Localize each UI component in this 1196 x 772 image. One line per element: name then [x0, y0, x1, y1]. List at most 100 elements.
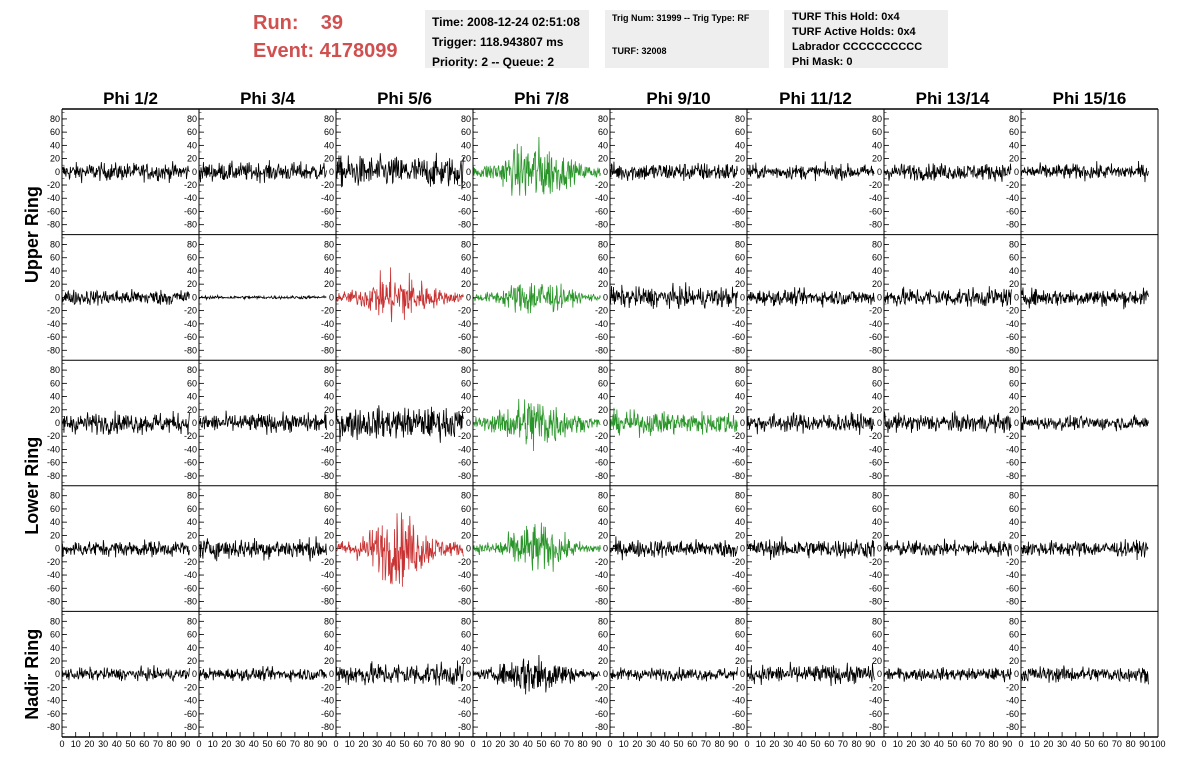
y-tick-label: -60 — [1006, 458, 1019, 468]
y-tick-label: 0 — [603, 167, 608, 177]
y-tick-label: 60 — [872, 504, 882, 514]
y-tick-label: 0 — [55, 167, 60, 177]
y-tick-label: -80 — [869, 596, 882, 606]
x-tick-label: 20 — [1043, 739, 1053, 749]
y-tick-label: -20 — [1006, 682, 1019, 692]
y-tick-label: 80 — [872, 616, 882, 626]
x-tick-label: 20 — [632, 739, 642, 749]
waveform-trace — [472, 655, 601, 695]
y-tick-label: 40 — [324, 392, 334, 402]
trig-num-text: Trig Num: 31999 -- Trig Type: RF — [612, 13, 750, 23]
y-tick-label: -80 — [184, 471, 197, 481]
x-tick-label: 80 — [715, 739, 725, 749]
y-tick-label: 60 — [1009, 630, 1019, 640]
y-tick-label: -20 — [1006, 180, 1019, 190]
y-tick-label: 0 — [192, 669, 197, 679]
y-tick-label: -60 — [184, 206, 197, 216]
y-tick-label: 80 — [598, 616, 608, 626]
y-tick-label: 40 — [461, 266, 471, 276]
y-tick-label: 0 — [740, 669, 745, 679]
x-tick-label: 20 — [84, 739, 94, 749]
y-tick-label: 40 — [872, 517, 882, 527]
y-tick-label: 60 — [598, 630, 608, 640]
y-tick-label: -20 — [595, 682, 608, 692]
x-tick-label: 40 — [523, 739, 533, 749]
y-tick-label: -80 — [184, 345, 197, 355]
y-tick-label: -60 — [458, 206, 471, 216]
y-tick-label: 0 — [1014, 292, 1019, 302]
x-tick-label: 50 — [673, 739, 683, 749]
x-tick-label: 90 — [591, 739, 601, 749]
y-tick-label: 20 — [735, 530, 745, 540]
y-tick-label: -60 — [47, 709, 60, 719]
x-tick-label: 30 — [372, 739, 382, 749]
y-tick-label: 80 — [187, 616, 197, 626]
waveform-trace — [746, 411, 875, 435]
waveform-trace — [1020, 414, 1149, 432]
x-tick-label: 30 — [646, 739, 656, 749]
y-tick-label: -60 — [458, 709, 471, 719]
waveform-trace — [61, 289, 190, 306]
y-tick-label: 60 — [461, 630, 471, 640]
x-tick-label: 0 — [333, 739, 338, 749]
y-tick-label: -40 — [732, 696, 745, 706]
y-tick-label: -20 — [595, 306, 608, 316]
y-tick-label: -40 — [869, 570, 882, 580]
y-tick-label: 20 — [461, 530, 471, 540]
y-tick-label: 40 — [50, 643, 60, 653]
y-tick-label: 0 — [329, 418, 334, 428]
waveform-trace — [883, 163, 1012, 182]
y-tick-label: -20 — [184, 306, 197, 316]
x-tick-label: 0 — [470, 739, 475, 749]
turf-info-box: TURF This Hold: 0x4 TURF Active Holds: 0… — [784, 10, 948, 68]
x-tick-label: 10 — [345, 739, 355, 749]
y-tick-label: 80 — [872, 114, 882, 124]
phi-column-label: Phi 3/4 — [240, 89, 295, 108]
priority-text: Priority: 2 -- Queue: 2 — [432, 55, 555, 69]
y-tick-label: -80 — [732, 722, 745, 732]
y-tick-label: 40 — [1009, 392, 1019, 402]
y-tick-label: 40 — [735, 140, 745, 150]
x-tick-label: 0 — [607, 739, 612, 749]
y-tick-label: 80 — [50, 616, 60, 626]
y-tick-label: -80 — [458, 722, 471, 732]
y-tick-label: -80 — [184, 220, 197, 230]
x-tick-label: 50 — [399, 739, 409, 749]
y-tick-label: -40 — [458, 319, 471, 329]
y-tick-label: 60 — [598, 504, 608, 514]
y-tick-label: -80 — [321, 345, 334, 355]
y-tick-label: -20 — [47, 682, 60, 692]
y-tick-label: 40 — [872, 643, 882, 653]
y-tick-label: -40 — [1006, 319, 1019, 329]
phi-column-label: Phi 9/10 — [646, 89, 710, 108]
y-tick-label: 60 — [187, 253, 197, 263]
y-tick-label: -60 — [47, 332, 60, 342]
y-tick-label: 80 — [1009, 616, 1019, 626]
y-tick-label: 20 — [187, 530, 197, 540]
waveform-trace — [1020, 539, 1149, 561]
y-tick-label: 0 — [877, 418, 882, 428]
phi-column-label: Phi 1/2 — [103, 89, 158, 108]
y-tick-label: 20 — [735, 154, 745, 164]
y-tick-label: -60 — [595, 709, 608, 719]
y-tick-label: 80 — [735, 491, 745, 501]
y-tick-label: -80 — [458, 220, 471, 230]
y-tick-label: -40 — [458, 193, 471, 203]
y-tick-label: 0 — [877, 669, 882, 679]
waveform-trace — [883, 667, 1012, 683]
event-number: Event: 4178099 — [253, 40, 398, 62]
y-tick-label: -60 — [321, 709, 334, 719]
x-tick-label: 70 — [1112, 739, 1122, 749]
y-tick-label: -20 — [732, 682, 745, 692]
y-tick-label: 20 — [50, 656, 60, 666]
phi-column-label: Phi 5/6 — [377, 89, 432, 108]
x-tick-label: 80 — [1126, 739, 1136, 749]
y-tick-label: -40 — [869, 319, 882, 329]
x-tick-label: 50 — [262, 739, 272, 749]
y-tick-label: 20 — [324, 154, 334, 164]
y-tick-label: -60 — [732, 709, 745, 719]
y-tick-label: 40 — [598, 392, 608, 402]
y-tick-label: 40 — [324, 140, 334, 150]
y-tick-label: -20 — [869, 306, 882, 316]
y-tick-label: -20 — [595, 180, 608, 190]
